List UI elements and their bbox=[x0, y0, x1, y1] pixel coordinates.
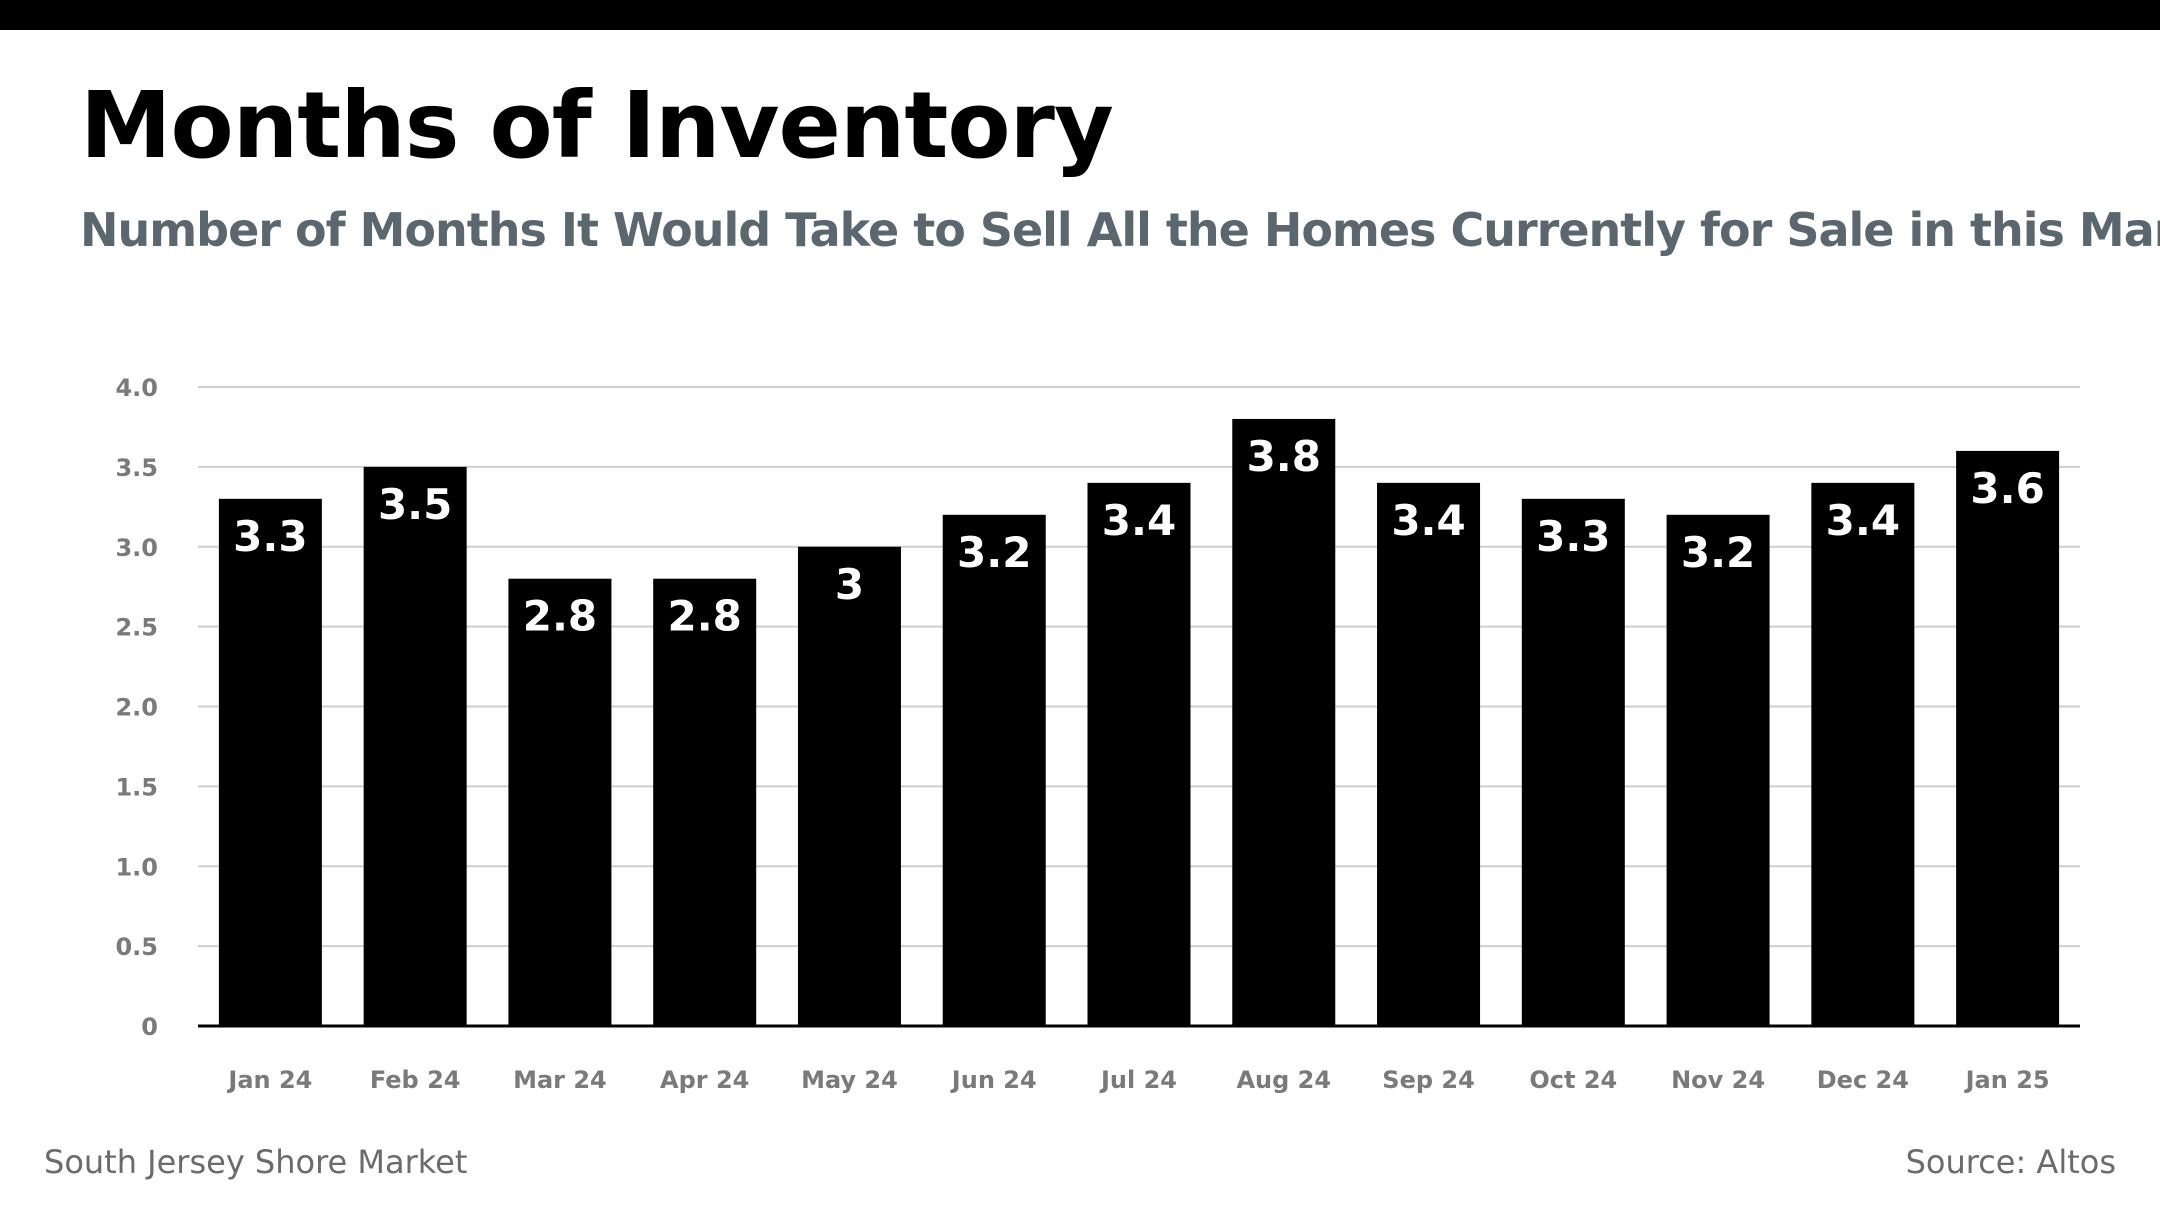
bar-data-label: 3.2 bbox=[957, 528, 1031, 577]
bar-data-label: 3.8 bbox=[1247, 432, 1321, 481]
bar bbox=[1087, 482, 1191, 1027]
bar-data-label: 3.6 bbox=[1970, 464, 2044, 513]
bar-data-label: 3.4 bbox=[1102, 496, 1176, 545]
bar-data-label: 3.2 bbox=[1681, 528, 1755, 577]
x-tick-label: Oct 24 bbox=[1529, 1066, 1617, 1094]
bar-data-label: 2.8 bbox=[523, 592, 597, 641]
x-tick-label: Sep 24 bbox=[1382, 1066, 1475, 1094]
x-tick-label: Jun 24 bbox=[950, 1066, 1037, 1094]
y-tick-label: 0.5 bbox=[115, 933, 158, 961]
bar bbox=[942, 514, 1046, 1026]
y-tick-label: 4.0 bbox=[115, 374, 158, 402]
bar-data-label: 3.4 bbox=[1826, 496, 1900, 545]
y-tick-label: 1.5 bbox=[115, 773, 158, 801]
bar bbox=[1811, 482, 1915, 1027]
x-tick-label: Apr 24 bbox=[660, 1066, 749, 1094]
x-tick-label: May 24 bbox=[801, 1066, 898, 1094]
bar-data-label: 3.5 bbox=[378, 480, 452, 529]
x-tick-label: Jan 25 bbox=[1964, 1066, 2050, 1094]
market-name: South Jersey Shore Market bbox=[44, 1143, 468, 1181]
bar-data-labels: 3.3 3.5 2.8 2.8 3 3.2 3.4 3.8 3.4 3.3 3.2 3.4 3.6 bbox=[233, 432, 2045, 641]
x-axis-tick-labels: Jan 24 Feb 24 Mar 24 Apr 24 May 24 Jun 24 Jul … bbox=[226, 1066, 2049, 1094]
bar bbox=[1232, 418, 1336, 1026]
y-axis-tick-labels: 0 0.5 1.0 1.5 2.0 2.5 3.0 3.5 4.0 bbox=[115, 374, 158, 1041]
y-tick-label: 2.0 bbox=[115, 694, 158, 722]
x-tick-label: Aug 24 bbox=[1236, 1066, 1331, 1094]
bar bbox=[1666, 514, 1770, 1026]
bar-data-label: 2.8 bbox=[667, 592, 741, 641]
x-tick-label: Feb 24 bbox=[370, 1066, 461, 1094]
bar bbox=[363, 466, 467, 1026]
y-tick-label: 2.5 bbox=[115, 614, 158, 642]
bar-data-label: 3 bbox=[835, 560, 864, 609]
y-tick-label: 3.5 bbox=[115, 454, 158, 482]
chart-subtitle: Number of Months It Would Take to Sell A… bbox=[80, 203, 2160, 257]
y-tick-label: 1.0 bbox=[115, 853, 158, 881]
bar-data-label: 3.3 bbox=[233, 512, 307, 561]
bar bbox=[1377, 482, 1481, 1027]
bar-data-label: 3.3 bbox=[1536, 512, 1610, 561]
bar bbox=[218, 498, 322, 1026]
bar bbox=[508, 578, 612, 1026]
y-tick-label: 3.0 bbox=[115, 534, 158, 562]
bars bbox=[218, 418, 2060, 1027]
source-note: Source: Altos bbox=[1905, 1143, 2116, 1181]
top-bar bbox=[0, 0, 2160, 30]
bar bbox=[653, 578, 757, 1026]
bar bbox=[1956, 450, 2060, 1026]
bar-data-label: 3.4 bbox=[1391, 496, 1465, 545]
chart-title: Months of Inventory bbox=[80, 72, 1114, 179]
y-tick-label: 0 bbox=[141, 1013, 158, 1041]
x-tick-label: Jul 24 bbox=[1099, 1066, 1177, 1094]
x-tick-label: Dec 24 bbox=[1817, 1066, 1909, 1094]
x-tick-label: Jan 24 bbox=[226, 1066, 312, 1094]
x-tick-label: Nov 24 bbox=[1671, 1066, 1765, 1094]
bar bbox=[797, 546, 901, 1026]
x-tick-label: Mar 24 bbox=[513, 1066, 607, 1094]
bar bbox=[1521, 498, 1625, 1026]
